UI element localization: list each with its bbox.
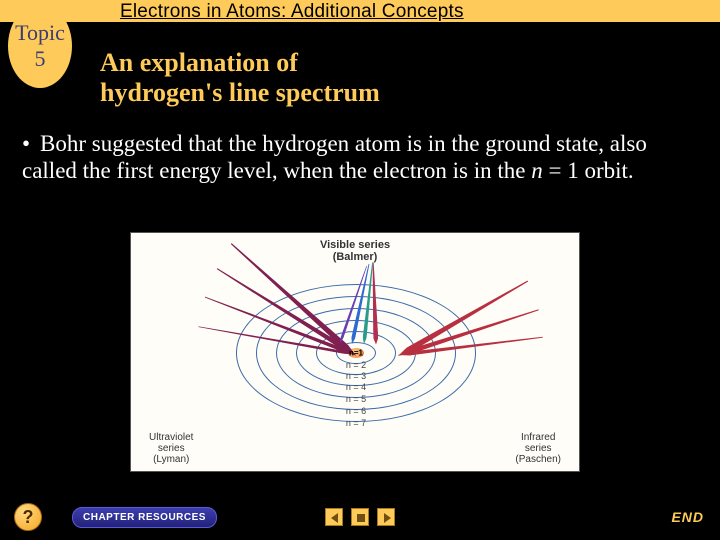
orbit-label-n7: n = 7 (346, 418, 366, 428)
topic-label: Topic (15, 20, 65, 46)
fig-label-balmer: Visible series (Balmer) (320, 239, 390, 263)
prev-button[interactable] (325, 508, 343, 526)
topic-number: 5 (35, 46, 46, 72)
bullet-var: n (531, 158, 543, 183)
help-icon: ? (23, 507, 34, 528)
n1-label: n=1 (349, 349, 363, 358)
bohr-diagram: Visible series (Balmer) Ultraviolet seri… (130, 232, 580, 472)
home-icon (354, 511, 368, 525)
chapter-resources-button[interactable]: CHAPTER RESOURCES (72, 507, 217, 528)
bullet-marker: • (22, 130, 40, 157)
nav-controls (325, 508, 395, 526)
home-button[interactable] (351, 508, 369, 526)
next-icon (380, 511, 394, 525)
bullet-suffix: = 1 orbit. (543, 158, 634, 183)
orbit-container: n=1 n = 2n = 3n = 4n = 5n = 6n = 7 (211, 263, 501, 443)
help-button[interactable]: ? (14, 503, 42, 531)
fig-label-lyman: Ultraviolet series (Lyman) (149, 432, 193, 465)
fig-label-paschen: Infrared series (Paschen) (515, 432, 561, 465)
end-button[interactable]: END (671, 509, 704, 525)
prev-icon (328, 511, 342, 525)
section-title: An explanation of hydrogen's line spectr… (100, 48, 380, 108)
next-button[interactable] (377, 508, 395, 526)
section-title-l1: An explanation of hydrogen's line spectr… (100, 48, 380, 107)
topic-badge: Topic 5 (8, 4, 72, 88)
bullet-text: •Bohr suggested that the hydrogen atom i… (22, 130, 690, 184)
slide-title: Electrons in Atoms: Additional Concepts (120, 1, 464, 23)
nav-bar: ? CHAPTER RESOURCES END (0, 500, 720, 534)
